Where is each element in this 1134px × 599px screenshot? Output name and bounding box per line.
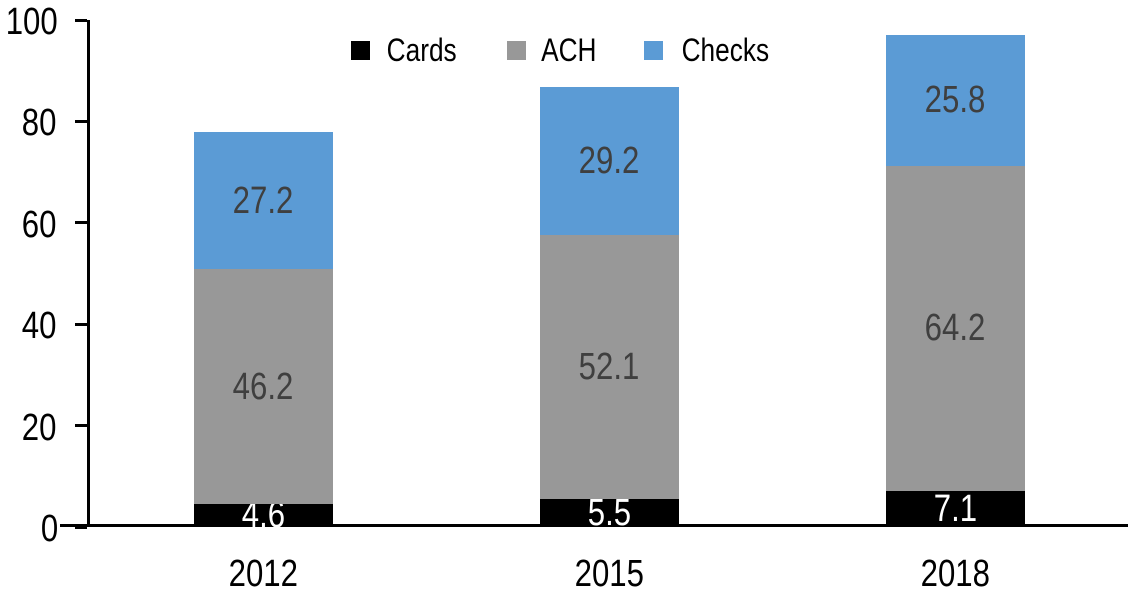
segment-value-label: 25.8 <box>924 79 986 122</box>
y-tick-value: 40 <box>21 305 57 348</box>
legend-item-cards: Cards <box>351 34 464 66</box>
segment-label-wrap: 52.1 <box>540 235 679 499</box>
segment-label-wrap: 5.5 <box>540 494 679 532</box>
bar-segment-checks-2015: 29.2 <box>539 86 679 235</box>
bar-segment-cards-2012: 4.6 <box>193 496 333 534</box>
x-category-value: 2018 <box>920 553 990 595</box>
segment-label-wrap: 4.6 <box>194 496 333 534</box>
y-tick-value: 20 <box>21 406 57 449</box>
segment-value-label: 5.5 <box>587 492 631 535</box>
segment-label-wrap: 7.1 <box>886 488 1025 531</box>
segment-label-wrap: 64.2 <box>886 166 1025 491</box>
y-tick-mark <box>75 322 87 326</box>
legend-item-checks: Checks <box>644 34 779 66</box>
x-category-value: 2012 <box>228 553 298 595</box>
x-category-label: 2015 <box>509 555 709 593</box>
bar-segment-ach-2018: 64.2 <box>885 165 1025 492</box>
y-tick-mark <box>75 119 87 123</box>
bar-segment-ach-2012: 46.2 <box>193 269 333 504</box>
x-category-label: 2012 <box>163 555 363 593</box>
legend-label: ACH <box>540 32 597 68</box>
bar-segment-checks-2018: 25.8 <box>885 34 1025 166</box>
segment-label-wrap: 27.2 <box>194 132 333 270</box>
y-tick-value: 100 <box>5 1 58 43</box>
legend-swatch-icon <box>506 40 526 60</box>
legend-swatch-icon <box>644 40 664 60</box>
y-tick-label: 80 <box>0 104 60 142</box>
segment-value-label: 52.1 <box>578 346 640 389</box>
y-tick-value: 60 <box>21 203 57 246</box>
chart-legend: Cards ACH Checks <box>90 30 1128 70</box>
y-tick-label: 60 <box>0 206 60 244</box>
y-tick-label: 100 <box>0 3 60 41</box>
y-axis <box>87 20 90 527</box>
segment-value-label: 64.2 <box>924 307 986 350</box>
legend-item-ach: ACH <box>506 32 603 68</box>
y-tick-mark <box>75 525 87 529</box>
bar-segment-cards-2018: 7.1 <box>885 488 1025 531</box>
segment-label-wrap: 25.8 <box>886 35 1025 166</box>
segment-value-label: 29.2 <box>578 139 640 182</box>
segment-value-label: 27.2 <box>232 179 294 222</box>
legend-label: Checks <box>681 32 770 68</box>
segment-label-wrap: 46.2 <box>194 269 333 503</box>
y-tick-label: 0 <box>0 510 60 548</box>
segment-value-label: 46.2 <box>232 365 294 408</box>
legend-label: Cards <box>386 32 457 68</box>
bar-segment-cards-2015: 5.5 <box>539 494 679 532</box>
x-category-label: 2018 <box>855 555 1055 593</box>
y-tick-mark <box>75 18 87 22</box>
bar-segment-checks-2012: 27.2 <box>193 131 333 270</box>
y-tick-label: 40 <box>0 307 60 345</box>
x-category-value: 2015 <box>574 553 644 595</box>
legend-swatch-icon <box>351 40 371 60</box>
y-tick-value: 0 <box>40 508 59 550</box>
y-tick-mark <box>75 424 87 428</box>
bar-segment-ach-2015: 52.1 <box>539 234 679 500</box>
y-tick-value: 80 <box>21 102 57 145</box>
segment-label-wrap: 29.2 <box>540 87 679 235</box>
y-tick-mark <box>75 221 87 225</box>
y-tick-label: 20 <box>0 409 60 447</box>
segment-value-label: 7.1 <box>933 488 977 531</box>
